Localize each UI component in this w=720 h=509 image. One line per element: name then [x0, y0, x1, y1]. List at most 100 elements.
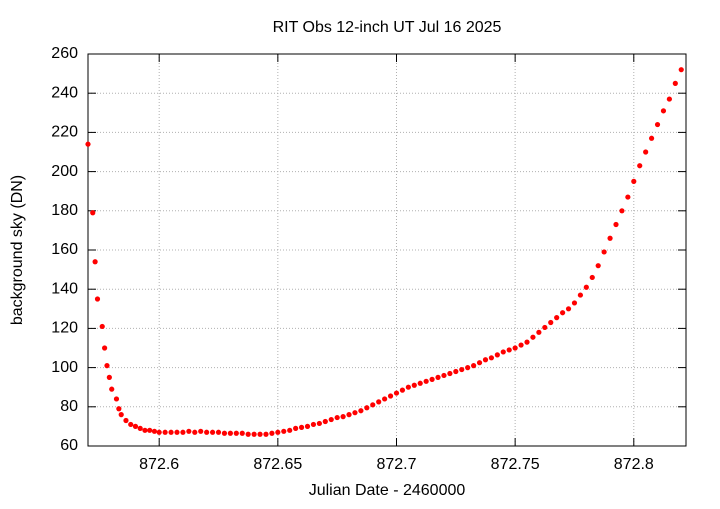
data-point — [583, 284, 589, 290]
data-point — [482, 357, 489, 363]
data-point — [542, 324, 548, 331]
data-point — [512, 345, 518, 351]
y-tick-label: 240 — [51, 84, 78, 101]
data-point — [488, 355, 495, 361]
data-point — [393, 390, 400, 396]
data-point — [287, 427, 293, 433]
data-point — [536, 329, 542, 335]
data-point — [358, 408, 364, 414]
data-point — [548, 319, 554, 326]
data-point — [310, 421, 317, 428]
data-point — [577, 292, 584, 298]
data-point — [132, 423, 139, 429]
data-point — [589, 274, 595, 281]
data-point — [530, 334, 536, 340]
x-tick-label: 872.75 — [491, 456, 540, 473]
data-point — [328, 416, 334, 423]
data-point — [500, 349, 506, 355]
data-point — [601, 249, 607, 255]
data-point — [560, 310, 566, 316]
data-point — [678, 67, 684, 73]
data-point — [151, 428, 158, 434]
y-tick-label: 260 — [51, 45, 78, 62]
data-point — [370, 402, 376, 408]
data-point — [174, 429, 180, 435]
data-point — [364, 405, 370, 411]
data-point — [459, 366, 465, 373]
data-point — [411, 382, 417, 388]
data-point — [429, 376, 435, 382]
data-point — [156, 429, 162, 435]
data-point — [399, 387, 406, 393]
data-point — [494, 352, 500, 358]
data-point — [625, 194, 631, 200]
data-point — [106, 374, 112, 380]
data-point — [204, 429, 210, 435]
data-point — [387, 393, 394, 399]
data-point — [147, 427, 153, 433]
data-point — [162, 429, 168, 435]
data-point — [506, 347, 512, 353]
data-point — [168, 429, 174, 435]
data-point — [137, 425, 143, 431]
data-point — [227, 430, 233, 436]
y-tick-label: 120 — [51, 320, 78, 337]
data-point — [447, 370, 453, 377]
data-point — [128, 421, 134, 428]
x-tick-label: 872.7 — [376, 456, 416, 473]
data-point — [672, 80, 678, 86]
y-tick-label: 100 — [51, 359, 78, 376]
data-point — [316, 420, 322, 427]
data-point — [233, 430, 239, 436]
data-point — [619, 208, 625, 214]
data-point — [257, 431, 263, 437]
data-point — [334, 414, 340, 421]
data-point — [643, 149, 649, 155]
data-point — [595, 263, 601, 269]
data-point — [352, 410, 358, 416]
data-point — [405, 384, 411, 390]
data-point — [123, 417, 129, 424]
data-point — [102, 345, 108, 351]
data-point — [251, 431, 257, 437]
data-point — [637, 163, 643, 169]
data-point — [376, 399, 382, 405]
data-point — [293, 425, 299, 431]
data-point — [518, 342, 524, 348]
data-point — [666, 96, 672, 102]
x-axis-label: Julian Date - 2460000 — [309, 482, 466, 499]
data-point — [382, 396, 388, 402]
data-point — [142, 427, 148, 433]
y-axis-label: background sky (DN) — [9, 175, 26, 325]
data-point — [221, 430, 228, 436]
chart-title: RIT Obs 12-inch UT Jul 16 2025 — [273, 19, 502, 36]
data-point — [441, 372, 447, 379]
data-point — [113, 396, 120, 402]
data-point — [109, 386, 115, 392]
data-point — [465, 365, 471, 371]
plot-frame — [87, 53, 687, 447]
data-point — [215, 429, 222, 435]
data-point — [613, 221, 619, 228]
data-point — [245, 431, 251, 437]
data-point — [92, 259, 98, 265]
x-tick-label: 872.65 — [253, 456, 302, 473]
data-point — [118, 412, 124, 418]
data-point — [453, 368, 459, 375]
data-point — [648, 135, 655, 141]
data-point — [85, 141, 91, 147]
data-point — [116, 406, 122, 412]
data-point — [304, 423, 311, 429]
data-point — [186, 428, 192, 434]
y-tick-label: 200 — [51, 163, 78, 180]
data-point — [180, 429, 186, 435]
data-point — [571, 300, 578, 306]
data-point — [322, 418, 328, 425]
data-point — [298, 424, 305, 430]
data-point — [198, 428, 204, 434]
y-tick-label: 80 — [60, 398, 78, 415]
data-point — [269, 430, 275, 436]
data-point — [90, 210, 96, 216]
y-tick-label: 140 — [51, 280, 78, 297]
data-point — [340, 414, 346, 420]
